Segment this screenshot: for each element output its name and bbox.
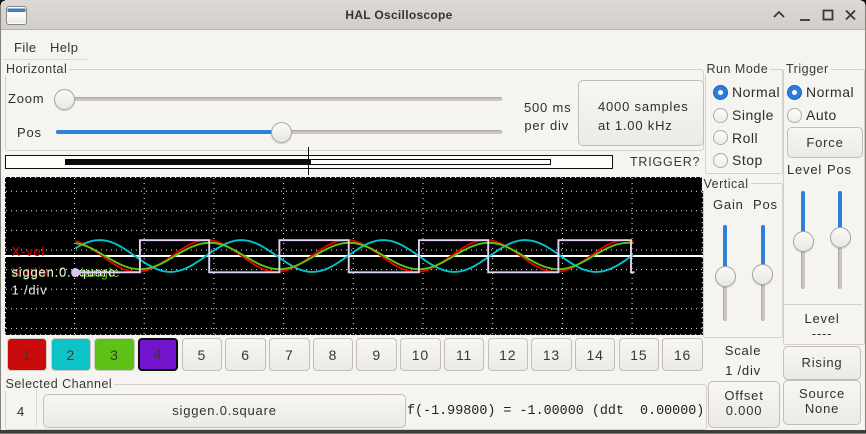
svg-text:1 /div: 1 /div [11,282,47,297]
svg-text:X-vel: X-vel [11,244,45,259]
svg-text:siggen.0.square: siggen.0.square [11,264,116,279]
svg-text:X /div: X /div [11,264,48,279]
svg-text:siggen.0.triangle: siggen.0.triangle [11,265,120,280]
